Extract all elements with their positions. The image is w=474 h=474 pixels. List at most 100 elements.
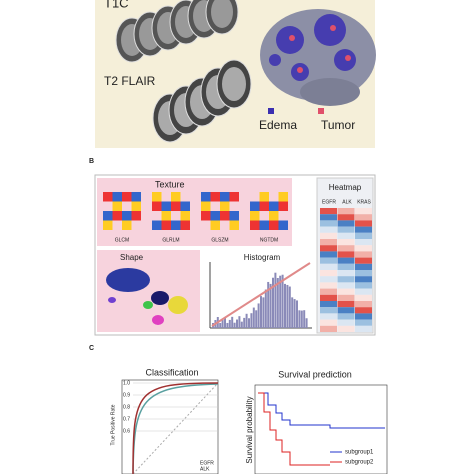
- tile-cell: [220, 211, 230, 221]
- heat-cell: [320, 282, 337, 289]
- tile-cell: [122, 201, 132, 211]
- heat-cell: [320, 270, 337, 277]
- hist-bar: [250, 313, 253, 328]
- tile-cell: [278, 192, 288, 202]
- axis-label: True Positive Rate: [110, 404, 116, 445]
- heatmap-column: KRAS: [357, 199, 371, 205]
- legend-label: ALK: [200, 466, 210, 472]
- hist-bar: [293, 299, 296, 328]
- y-tick-label: 0.7: [123, 416, 130, 422]
- plot-bg: [121, 379, 219, 474]
- heat-cell: [355, 214, 372, 221]
- y-tick-label: 0.6: [123, 428, 130, 434]
- tile-cell: [122, 220, 132, 230]
- hist-bar: [257, 303, 260, 328]
- tile-cell: [201, 211, 211, 221]
- km-curve: [258, 392, 385, 429]
- hist-bar: [303, 310, 306, 328]
- tile-cell: [103, 201, 113, 211]
- hist-bar: [288, 286, 291, 328]
- tile-cell: [103, 192, 113, 202]
- hist-bar: [305, 318, 308, 328]
- heatmap-column: ALK: [342, 199, 352, 205]
- tile-cell: [278, 220, 288, 230]
- legend-swatch: [318, 108, 324, 114]
- hist-bar: [252, 307, 255, 328]
- heat-cell: [320, 325, 337, 332]
- y-tick-label: 1.0: [123, 380, 130, 386]
- hist-bar: [276, 278, 279, 328]
- plot-bg: [254, 384, 388, 474]
- hist-bar: [231, 316, 234, 328]
- heat-cell: [337, 226, 355, 233]
- heat-cell: [337, 313, 355, 320]
- tile-cell: [210, 211, 220, 221]
- heat-cell: [355, 239, 372, 246]
- legend-label: Edema: [259, 118, 297, 132]
- tile-cell: [180, 211, 190, 221]
- heat-cell: [320, 313, 337, 320]
- heat-cell: [355, 307, 372, 314]
- heat-cell: [320, 220, 337, 227]
- heat-cell: [355, 301, 372, 308]
- hist-bar: [260, 296, 262, 328]
- tile-cell: [229, 211, 239, 221]
- tile-cell: [171, 201, 181, 211]
- hist-bar: [272, 277, 274, 328]
- section-title: Histogram: [244, 253, 281, 262]
- tile-cell: [152, 211, 162, 221]
- y-tick-label: 0.9: [123, 392, 130, 398]
- tile-cell: [161, 211, 171, 221]
- cdf: [211, 262, 311, 327]
- heat-cell: [337, 263, 355, 270]
- heat-cell: [320, 307, 337, 314]
- legend-label: subgroup2: [345, 460, 374, 466]
- tile-cell: [278, 211, 288, 221]
- panel-label: C: [89, 345, 94, 352]
- hist-bar: [228, 319, 231, 328]
- diag: [132, 382, 219, 474]
- tile-cell: [210, 192, 220, 202]
- hist-bar: [219, 322, 222, 328]
- tile-cell: [103, 211, 113, 221]
- tile-cell: [210, 201, 220, 211]
- tile-cell: [180, 192, 190, 202]
- hist-bar: [236, 319, 238, 328]
- hist-bar: [298, 310, 301, 328]
- matrix-label: GLRLM: [162, 237, 179, 243]
- heatmap-cells: [320, 208, 372, 332]
- tile-cell: [201, 201, 211, 211]
- sequence-label: T2 FLAIR: [104, 74, 156, 88]
- tile-cell: [229, 201, 239, 211]
- tile-cell: [250, 192, 260, 202]
- matrix-label: GLCM: [115, 237, 129, 243]
- hist-bar: [267, 281, 270, 328]
- tile-cell: [161, 220, 171, 230]
- hist-bar: [221, 319, 224, 328]
- heat-cell: [355, 313, 372, 320]
- section-title: Texture: [155, 179, 185, 189]
- hist-bar: [269, 283, 272, 328]
- tile-cell: [180, 201, 190, 211]
- heat-cell: [337, 232, 355, 239]
- heat-cell: [320, 226, 337, 233]
- tile-cell: [112, 211, 122, 221]
- tile-cell: [171, 192, 181, 202]
- heat-cell: [355, 282, 372, 289]
- heat-cell: [355, 232, 372, 239]
- tumor: [330, 25, 336, 31]
- heat-cell: [337, 245, 355, 252]
- tile-cell: [259, 192, 269, 202]
- tile-cell: [152, 220, 162, 230]
- heat-cell: [320, 301, 337, 308]
- heat-cell: [337, 307, 355, 314]
- heat-cell: [355, 263, 372, 270]
- tile-cell: [171, 220, 181, 230]
- panel-label: B: [89, 158, 94, 165]
- section-title: Heatmap: [329, 183, 362, 192]
- tile-cell: [229, 220, 239, 230]
- lesions: [269, 14, 356, 81]
- tile-cell: [250, 220, 260, 230]
- heat-cell: [355, 319, 372, 326]
